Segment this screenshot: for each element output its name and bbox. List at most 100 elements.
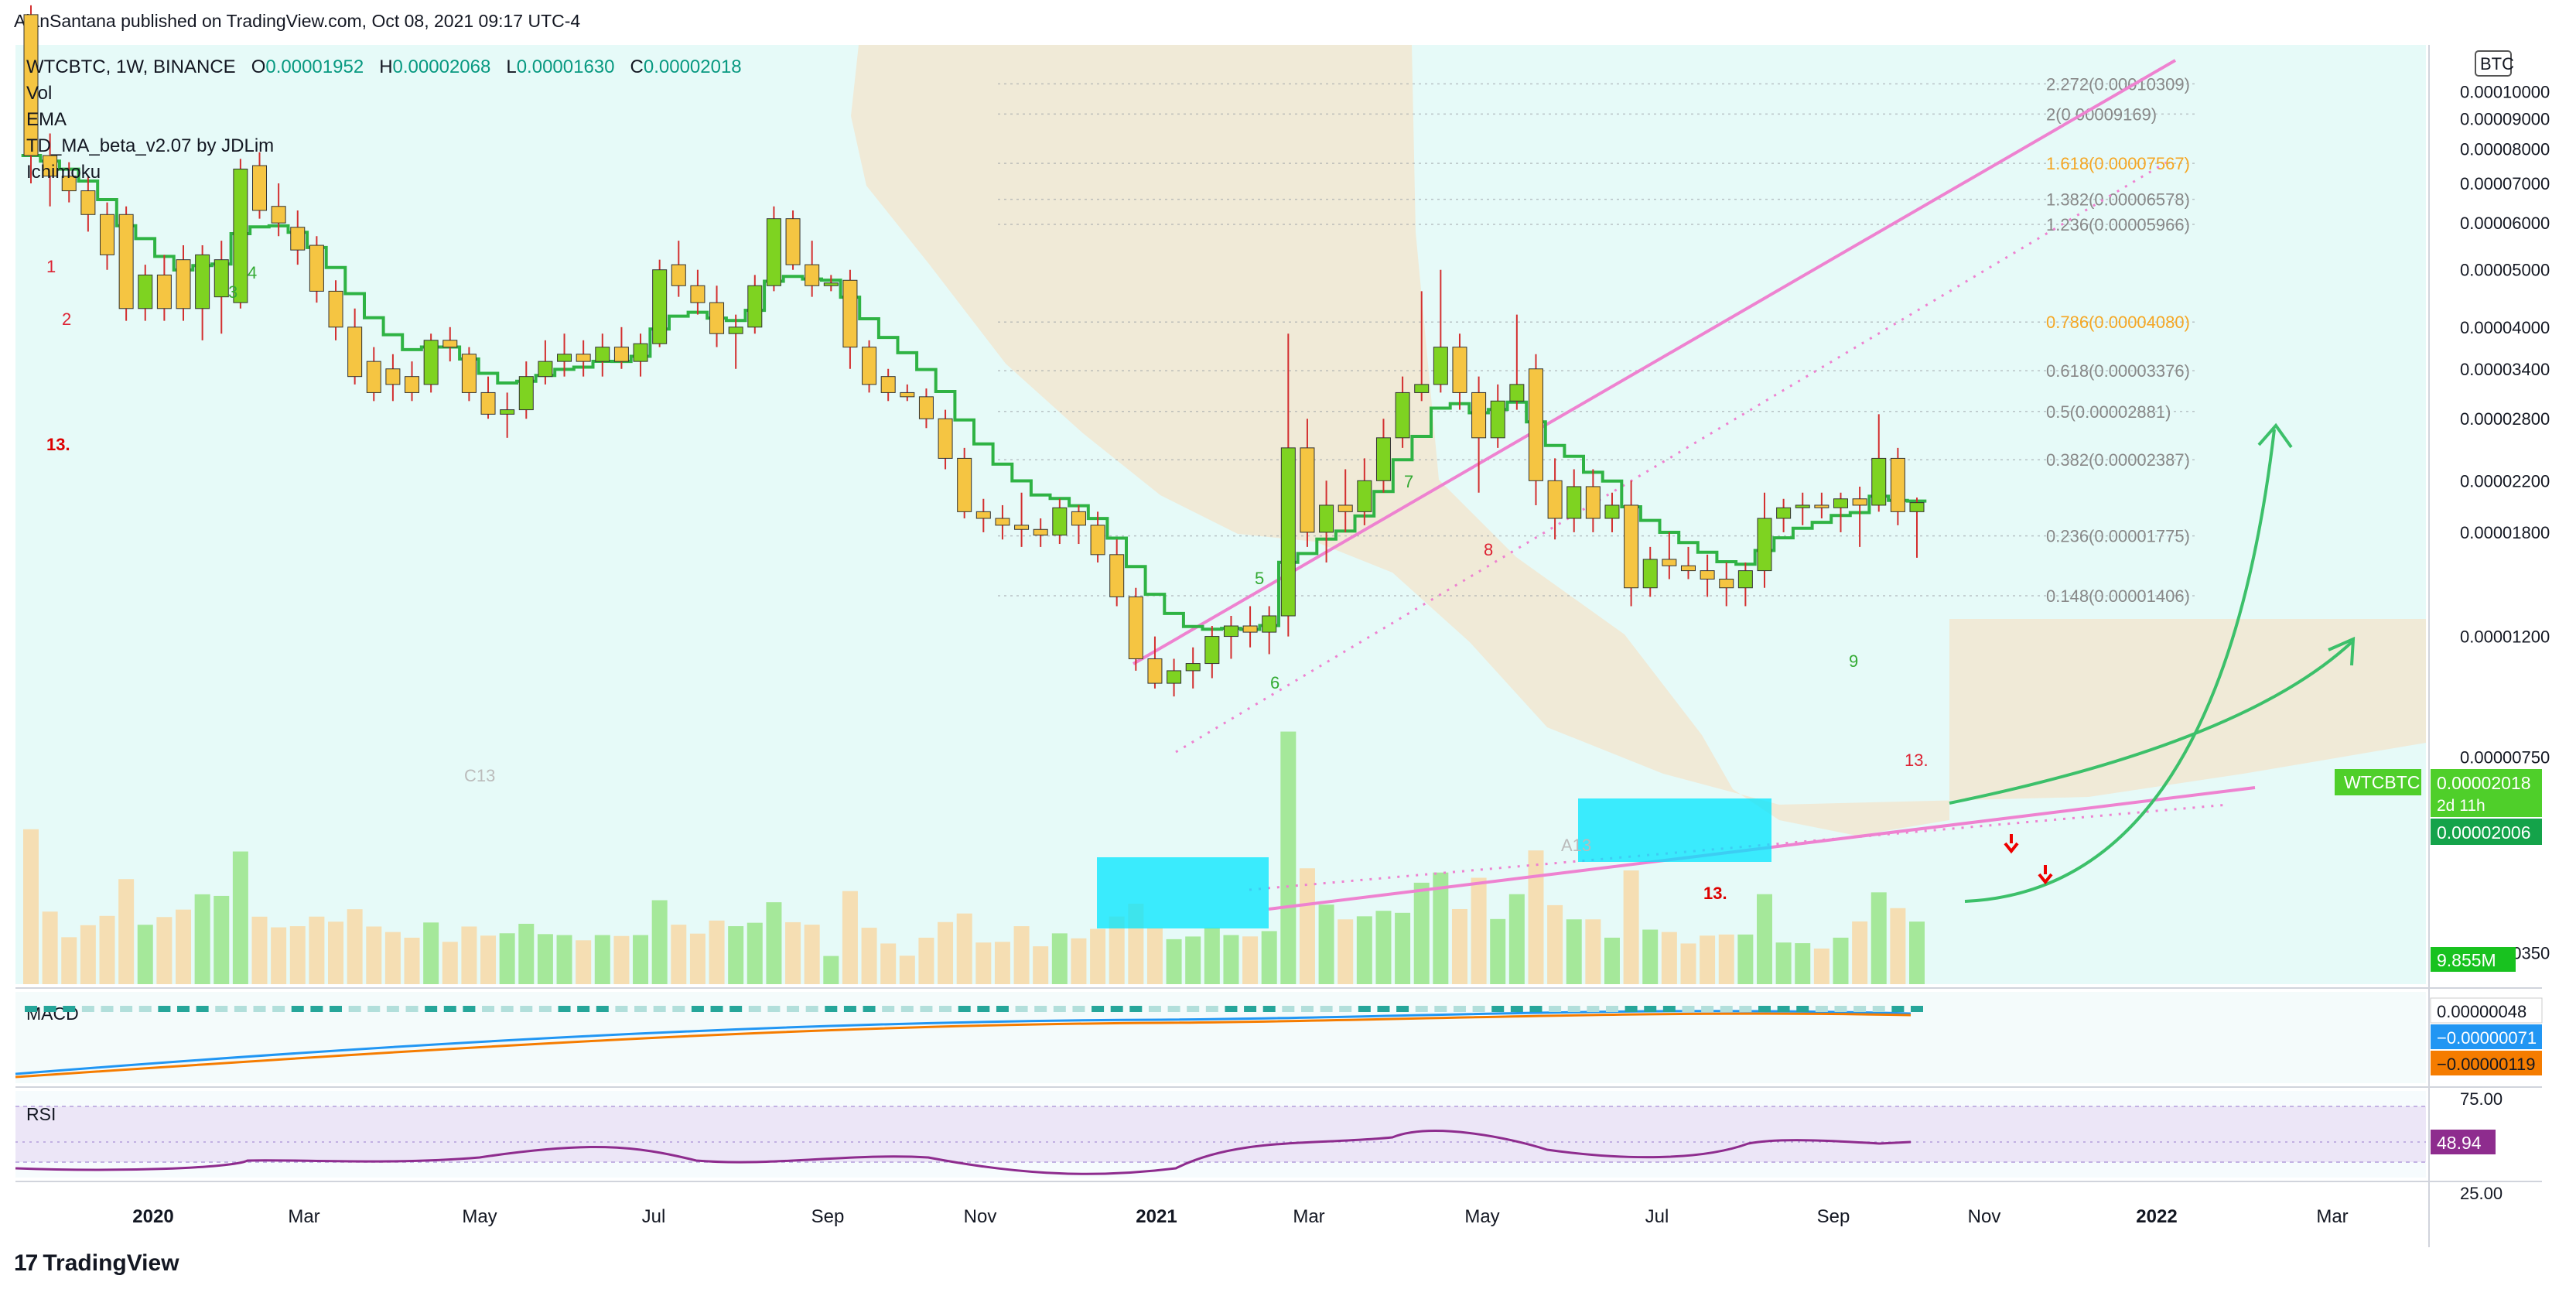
indicator-ichimoku[interactable]: Ichimoku <box>26 162 101 183</box>
volume-bar <box>1299 868 1315 984</box>
volume-bar <box>556 935 572 984</box>
publisher-line: AlanSantana published on TradingView.com… <box>14 11 581 31</box>
macd-histogram-bar <box>1053 1006 1066 1012</box>
macd-histogram-bar <box>558 1006 571 1012</box>
candle-body <box>461 354 477 393</box>
candle-body <box>442 340 458 348</box>
macd-histogram-bar <box>120 1006 133 1012</box>
volume-bar <box>633 935 649 984</box>
volume-bar <box>480 935 497 984</box>
indicator-td-ma[interactable]: TD_MA_beta_v2.07 by JDLim <box>26 135 275 156</box>
volume-bar <box>1585 919 1601 984</box>
candle-body <box>1795 504 1810 508</box>
time-axis-tick: Mar <box>288 1206 319 1227</box>
volume-bar <box>1433 872 1449 984</box>
indicator-ema[interactable]: EMA <box>26 109 67 130</box>
volume-bar <box>576 940 592 984</box>
candle-body <box>1490 400 1505 439</box>
time-axis-tick: May <box>1464 1206 1499 1227</box>
candle-body <box>480 391 496 415</box>
volume-bar <box>594 935 610 984</box>
candle-body <box>1547 480 1563 519</box>
volume-bar <box>423 922 439 984</box>
candle-body <box>1871 457 1887 506</box>
price-axis-tick: 0.00002800 <box>2460 409 2550 429</box>
macd-histogram-bar <box>1034 1006 1047 1012</box>
rsi-value-bg <box>2431 1130 2496 1154</box>
macd-histogram-bar <box>1225 1006 1238 1012</box>
volume-bar <box>156 917 173 984</box>
candle-body <box>195 254 210 309</box>
candle-body <box>500 409 515 415</box>
volume-bar <box>1223 935 1239 984</box>
macd-histogram-bar <box>538 1006 552 1012</box>
candle-body <box>709 302 725 334</box>
macd-histogram-bar <box>1015 1006 1028 1012</box>
macd-histogram-bar <box>672 1006 685 1012</box>
candle-body <box>1680 565 1696 572</box>
candle-body <box>80 190 96 215</box>
candle-body <box>1204 636 1220 665</box>
volume-bar <box>1166 939 1182 984</box>
macd-histogram-bar <box>177 1006 190 1012</box>
macd-histogram-bar <box>196 1006 209 1012</box>
fib-label: 1.382(0.00006578) <box>2046 190 2190 210</box>
macd-value-bg <box>2431 1024 2542 1049</box>
macd-histogram-bar <box>843 1006 856 1012</box>
volume-bar <box>728 926 744 984</box>
candle-body <box>176 259 191 309</box>
candle-body <box>1909 502 1925 512</box>
macd-histogram-bar <box>63 1006 76 1012</box>
candle-body <box>252 165 268 211</box>
symbol-tag: WTCBTC <box>2344 772 2420 792</box>
fib-label: 0.786(0.00004080) <box>2046 313 2190 332</box>
price-axis-tick: 0.00001200 <box>2460 627 2550 647</box>
legend-low: 0.00001630 <box>516 56 615 77</box>
td-count-label: 8 <box>1484 540 1493 559</box>
candle-body <box>1300 447 1315 533</box>
candle-body <box>633 343 648 362</box>
candle-body <box>1737 570 1753 589</box>
volume-bar <box>61 937 77 984</box>
macd-histogram-bar <box>43 1006 56 1012</box>
fib-label: 1.618(0.00007567) <box>2046 154 2190 173</box>
candle-body <box>1319 504 1334 533</box>
candle-body <box>309 244 324 292</box>
candle-body <box>1757 518 1772 572</box>
footer-brand[interactable]: 17 TradingView <box>14 1250 179 1277</box>
volume-bar <box>214 895 230 984</box>
rsi-line <box>15 1130 1912 1175</box>
macd-histogram-bar <box>1605 1006 1618 1012</box>
volume-bar <box>1146 928 1163 984</box>
candle-body <box>23 14 39 156</box>
volume-bar <box>1909 921 1925 984</box>
macd-histogram-bar <box>1891 1006 1905 1012</box>
volume-bar <box>651 900 668 984</box>
macd-histogram-bar <box>1720 1006 1733 1012</box>
volume-bar <box>1375 911 1392 984</box>
volume-bar <box>1642 929 1659 984</box>
candle-body <box>1071 511 1086 526</box>
macd-histogram-bar <box>367 1006 381 1012</box>
down-arrow-icon <box>2038 865 2053 885</box>
candle-body <box>785 218 801 265</box>
volume-bar <box>1604 937 1620 984</box>
macd-histogram-bar <box>1529 1006 1543 1012</box>
rsi-axis-tick: 25.00 <box>2460 1184 2503 1203</box>
volume-bar <box>956 913 972 984</box>
legend-symbol[interactable]: WTCBTC, 1W, BINANCE <box>26 56 236 77</box>
candle-body <box>805 264 820 286</box>
macd-histogram-bar <box>1777 1006 1790 1012</box>
volume-bar <box>880 943 897 984</box>
candle-body <box>1642 559 1658 589</box>
candle-body <box>1776 507 1792 519</box>
macd-histogram-bar <box>1320 1006 1333 1012</box>
macd-histogram-bar <box>1587 1006 1600 1012</box>
volume-bar <box>347 909 363 984</box>
time-axis-tick: Sep <box>1817 1206 1850 1227</box>
indicator-vol[interactable]: Vol <box>26 83 53 104</box>
volume-bar <box>118 879 135 984</box>
macd-histogram-bar <box>425 1006 438 1012</box>
candle-body <box>1242 625 1258 633</box>
